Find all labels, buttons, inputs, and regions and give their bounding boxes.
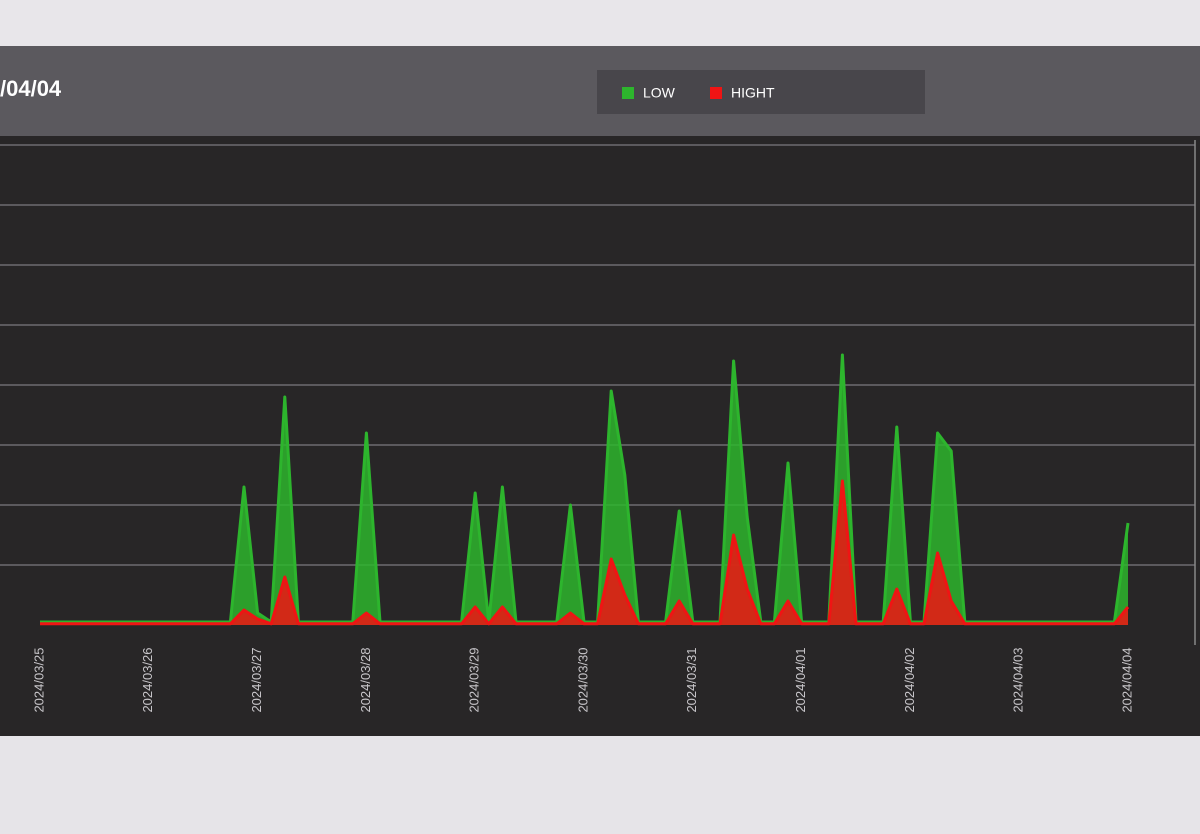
series-line xyxy=(40,479,1130,626)
x-axis: 2024/03/25 2024/03/26 2024/03/27 2024/03/28… xyxy=(31,647,1134,712)
grid xyxy=(0,144,1195,566)
legend-swatch xyxy=(710,87,722,99)
x-tick-label: 2024/04/04 xyxy=(1119,647,1134,712)
x-tick-label: 2024/03/28 xyxy=(358,647,373,712)
chart-title: /04/04 xyxy=(0,76,62,101)
bezel-top xyxy=(0,0,1200,46)
x-tick-label: 2024/04/03 xyxy=(1011,647,1026,712)
legend-items: LOW HIGHT xyxy=(622,85,775,101)
legend xyxy=(597,70,925,114)
legend-swatch xyxy=(622,87,634,99)
legend-label: HIGHT xyxy=(731,85,775,101)
x-tick-label: 2024/03/26 xyxy=(140,647,155,712)
x-tick-label: 2024/03/25 xyxy=(31,647,46,712)
legend-label: LOW xyxy=(643,85,676,101)
x-tick-label: 2024/03/27 xyxy=(249,647,264,712)
x-tick-label: 2024/04/02 xyxy=(902,647,917,712)
plot-panel xyxy=(0,136,1200,736)
x-tick-label: 2024/03/30 xyxy=(575,647,590,712)
x-tick-label: 2024/03/29 xyxy=(467,647,482,712)
bezel-bottom xyxy=(0,736,1200,834)
series-layer xyxy=(40,353,1130,626)
x-tick-label: 2024/04/01 xyxy=(793,647,808,712)
x-tick-label: 2024/03/31 xyxy=(684,647,699,712)
